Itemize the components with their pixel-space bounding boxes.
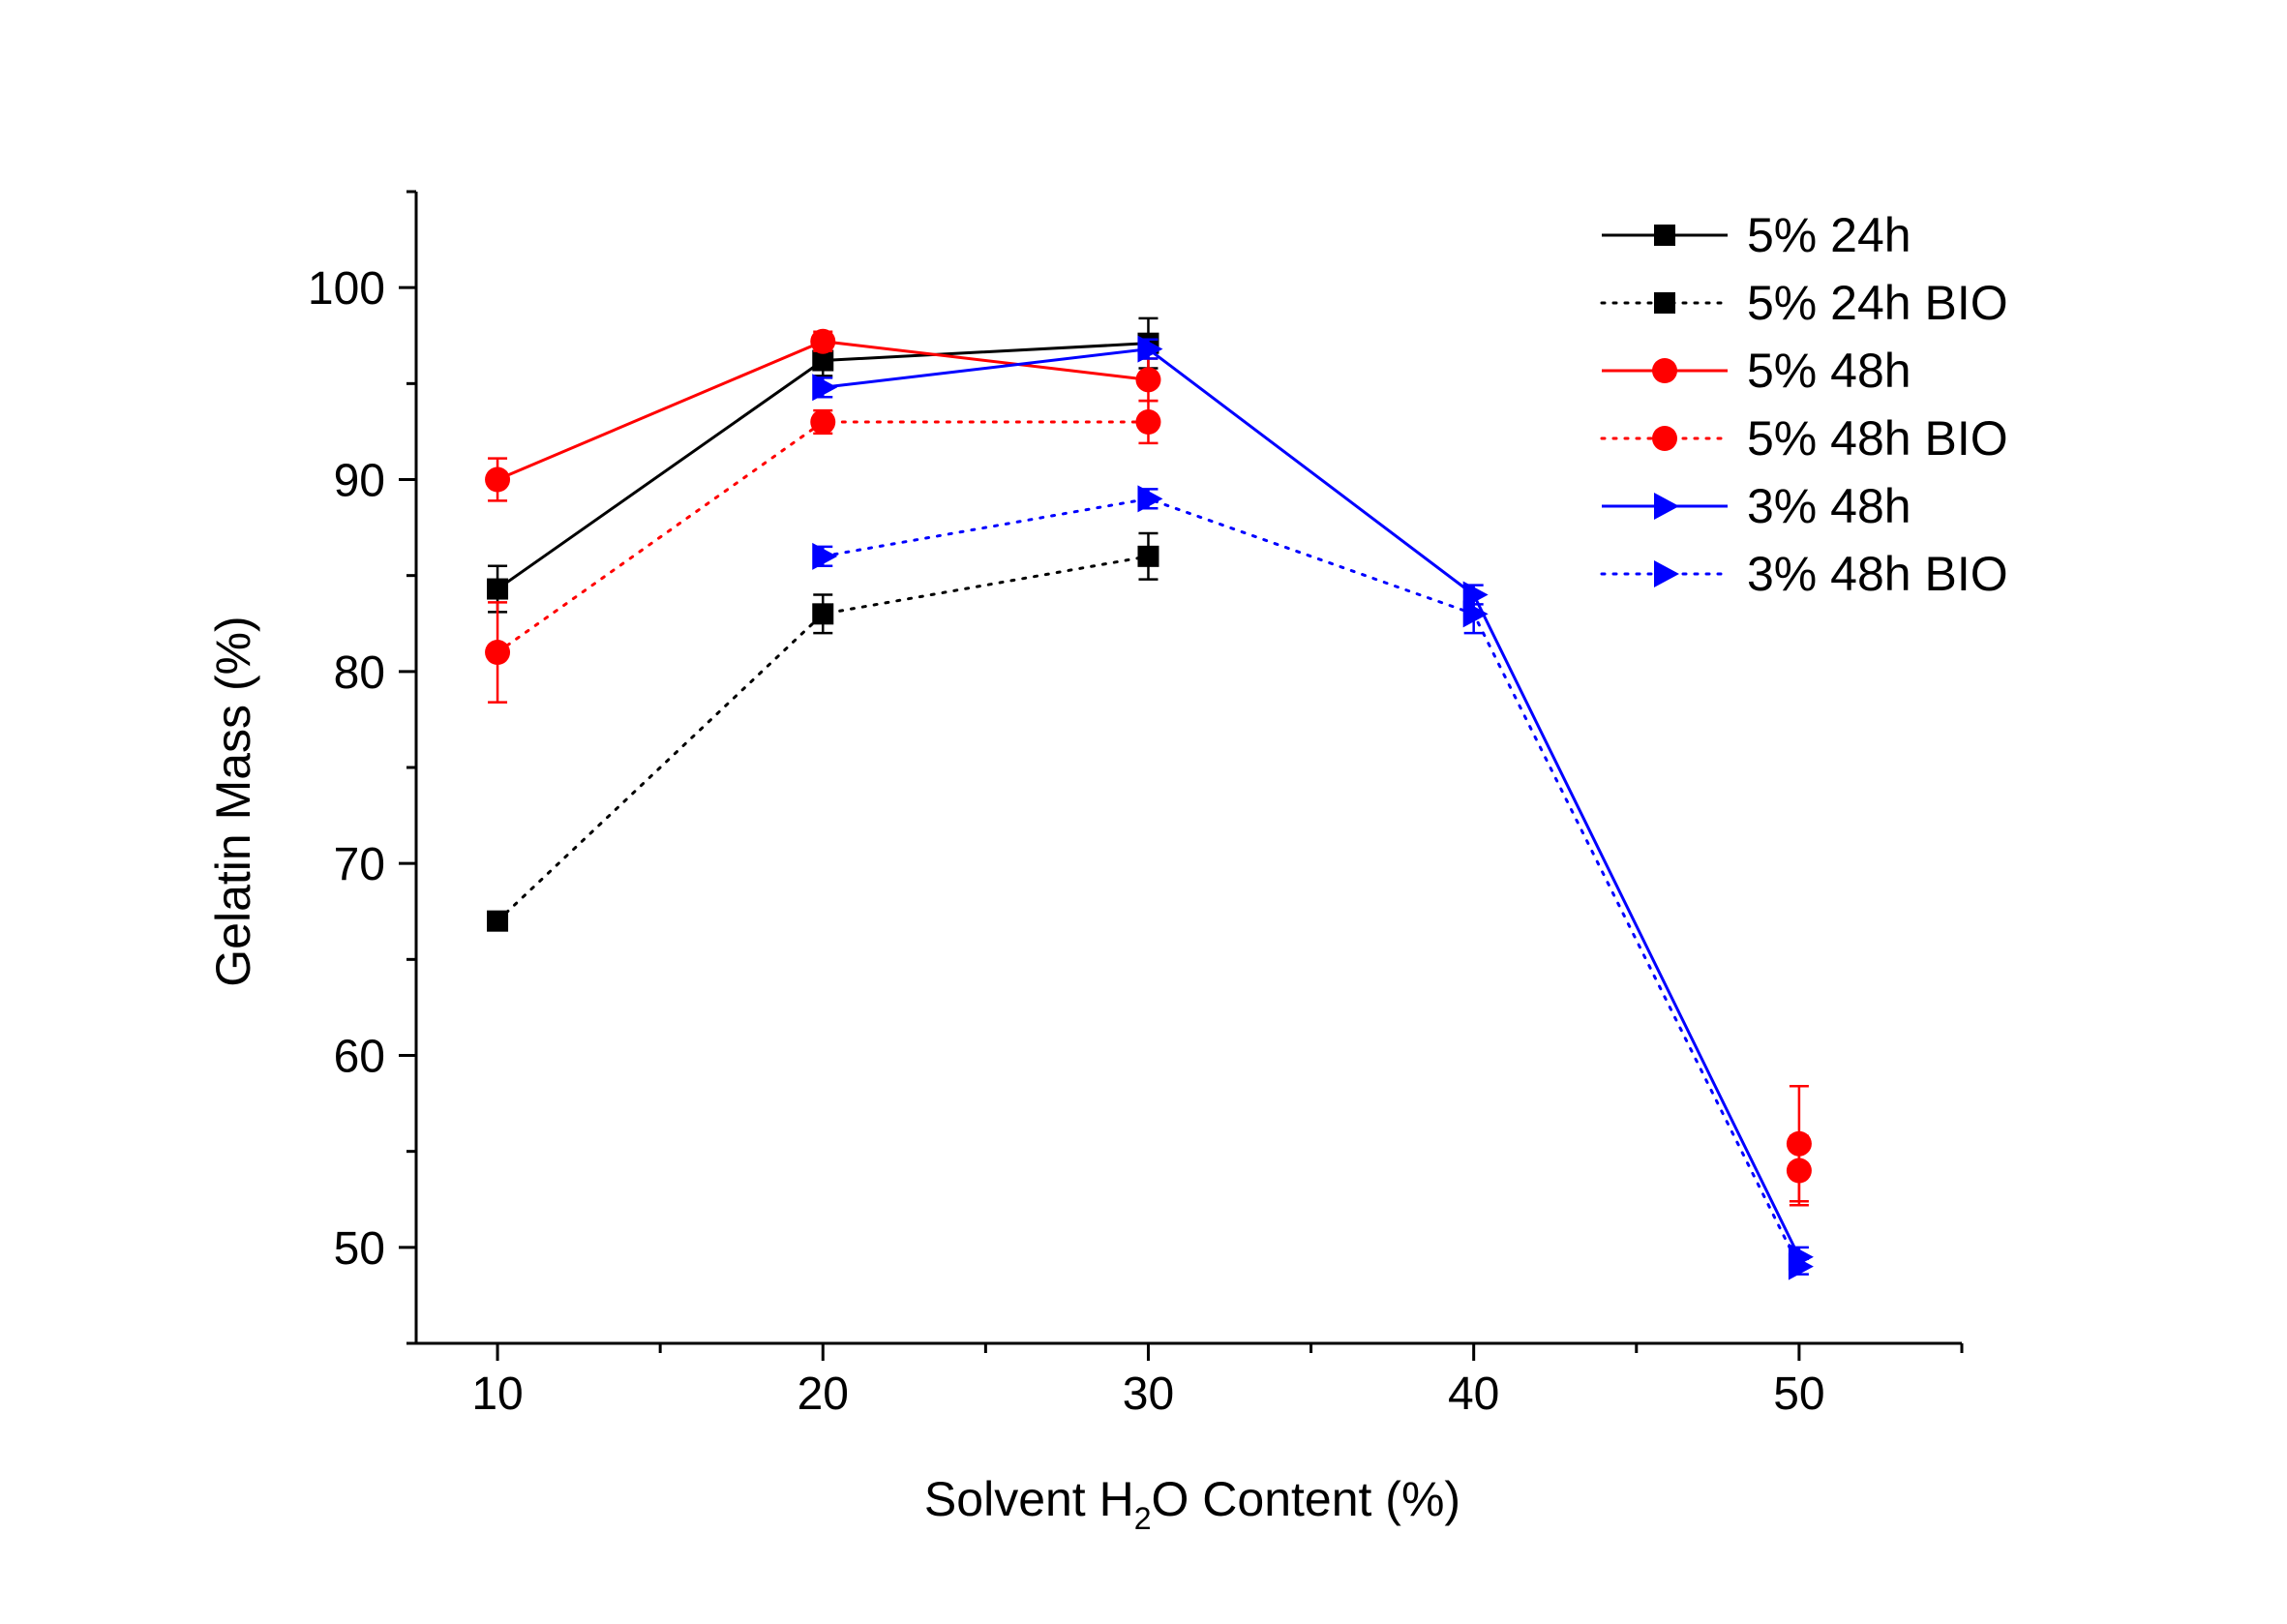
legend-item-3pct-48h-bio: 3% 48h BIO	[1600, 547, 2008, 601]
y-tick-label: 80	[334, 647, 385, 699]
x-axis-label-subscript: 2	[1134, 1501, 1152, 1536]
isolated-point-5pct-48h-bio	[1786, 1084, 1812, 1203]
data-point	[1786, 1130, 1812, 1157]
legend-label: 5% 48h	[1747, 344, 1911, 398]
data-point	[1788, 1252, 1814, 1280]
legend-label: 3% 48h BIO	[1747, 547, 2008, 601]
data-point	[810, 409, 836, 435]
legend-item-5pct-48h: 5% 48h	[1602, 344, 1911, 398]
legend-label: 3% 48h	[1747, 479, 1911, 533]
plot-area	[485, 316, 1814, 1280]
data-point	[485, 640, 511, 665]
x-tick-label: 30	[1123, 1368, 1174, 1420]
legend-item-5pct-24h: 5% 24h	[1602, 208, 1911, 262]
x-tick-label: 40	[1448, 1368, 1499, 1420]
data-point	[1137, 545, 1159, 567]
series-5pct-24h-bio	[487, 531, 1159, 932]
data-point	[1462, 600, 1489, 628]
data-point	[485, 466, 511, 493]
series-line	[823, 347, 1801, 1258]
y-tick-label: 60	[334, 1032, 385, 1083]
legend-marker	[1652, 358, 1677, 383]
data-point	[1135, 409, 1161, 435]
data-point	[487, 910, 509, 932]
y-tick-label: 50	[334, 1223, 385, 1275]
x-tick-label: 10	[471, 1368, 523, 1420]
x-tick-label: 50	[1773, 1368, 1824, 1420]
legend-label: 5% 48h BIO	[1747, 411, 2008, 466]
axes: 10 20 30 40 50 50 60 70 80 90 100	[308, 190, 1964, 1420]
legend-marker	[1654, 225, 1675, 246]
data-point	[812, 603, 834, 625]
data-point	[812, 349, 834, 372]
series-3pct-48h-bio	[812, 485, 1814, 1280]
series-5pct-48h-bio	[485, 399, 1161, 704]
y-tick-label: 90	[334, 456, 385, 507]
data-point	[1137, 485, 1163, 513]
data-point	[812, 374, 838, 402]
legend-marker	[1654, 292, 1675, 314]
data-point	[1137, 335, 1163, 363]
legend-marker	[1654, 493, 1679, 520]
data-point	[812, 542, 838, 570]
legend: 5% 24h 5% 24h BIO 5% 48h 5% 48h BIO 3% 48h 3%…	[1600, 208, 2008, 601]
y-tick-label: 100	[308, 263, 385, 315]
x-axis-label: Solvent H2O Content (%)	[924, 1472, 1460, 1536]
legend-marker	[1654, 560, 1679, 587]
legend-item-5pct-24h-bio: 5% 24h BIO	[1600, 276, 2008, 330]
legend-item-3pct-48h: 3% 48h	[1602, 479, 1911, 533]
data-point	[810, 328, 836, 354]
x-tick-label: 20	[797, 1368, 849, 1420]
x-axis-label-suffix: O Content (%)	[1152, 1472, 1461, 1526]
data-point	[487, 578, 509, 600]
legend-label: 5% 24h	[1747, 208, 1911, 262]
x-axis-label-prefix: Solvent H	[924, 1472, 1134, 1526]
data-point	[1135, 367, 1161, 393]
y-axis-label: Gelatin Mass (%)	[206, 616, 260, 986]
series-line	[821, 496, 1801, 1269]
legend-item-5pct-48h-bio: 5% 48h BIO	[1600, 411, 2008, 466]
legend-label: 5% 24h BIO	[1747, 276, 2008, 330]
y-tick-label: 70	[334, 839, 385, 890]
legend-marker	[1652, 426, 1677, 451]
